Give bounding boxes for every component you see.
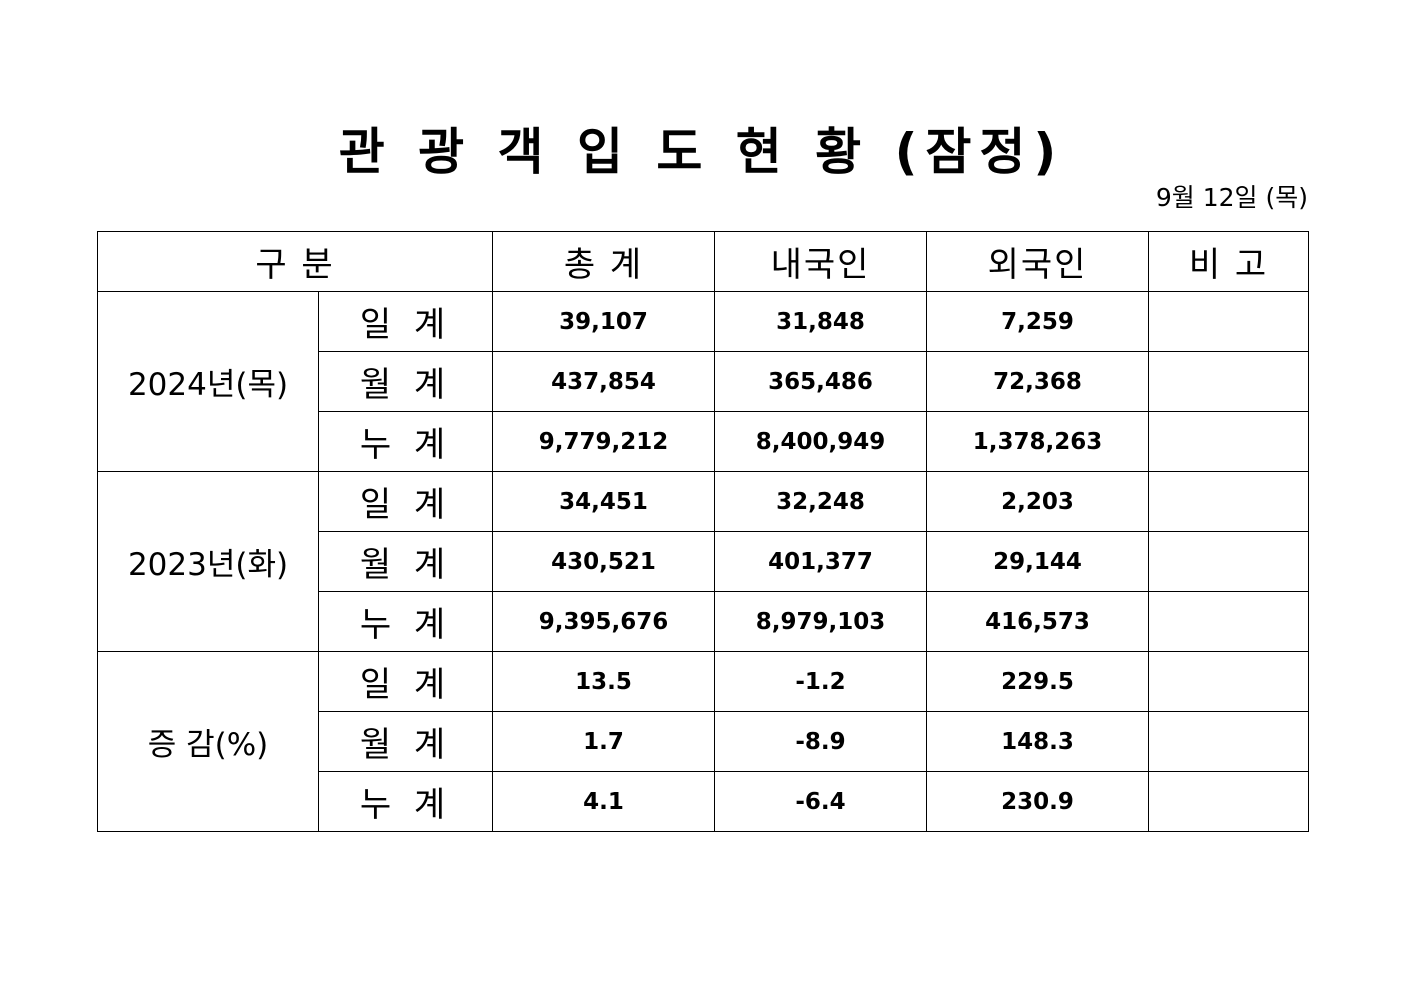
value-cell: 29,144	[926, 531, 1149, 592]
value-cell: 2,203	[926, 471, 1149, 532]
value-cell: 4.1	[492, 771, 715, 832]
data-row: 누 계 9,779,212 8,400,949 1,378,263	[98, 411, 1309, 472]
value-cell: 430,521	[492, 531, 715, 592]
value-cell: 229.5	[926, 651, 1149, 712]
value-cell: 230.9	[926, 771, 1149, 832]
note-cell	[1148, 711, 1309, 772]
value-cell: 148.3	[926, 711, 1149, 772]
note-cell	[1148, 591, 1309, 652]
date: 9월 12일 (목)	[1155, 183, 1308, 212]
value-cell: 1,378,263	[926, 411, 1149, 472]
header-cell: 총 계	[492, 231, 715, 292]
value-cell: -8.9	[714, 711, 927, 772]
value-cell: 365,486	[714, 351, 927, 412]
row-label: 일 계	[318, 471, 493, 532]
value-cell: 416,573	[926, 591, 1149, 652]
row-label: 월 계	[318, 351, 493, 412]
value-cell: 39,107	[492, 291, 715, 352]
value-cell: -1.2	[714, 651, 927, 712]
note-cell	[1148, 291, 1309, 352]
group-label: 2023년(화)	[97, 471, 319, 652]
value-cell: 8,400,949	[714, 411, 927, 472]
value-cell: 13.5	[492, 651, 715, 712]
value-cell: 31,848	[714, 291, 927, 352]
row-label: 월 계	[318, 531, 493, 592]
note-cell	[1148, 651, 1309, 712]
note-cell	[1148, 351, 1309, 412]
value-cell: -6.4	[714, 771, 927, 832]
data-row: 2023년(화) 일 계 34,451 32,248 2,203	[97, 471, 1309, 652]
value-cell: 7,259	[926, 291, 1149, 352]
data-row: 누 계 4.1 -6.4 230.9	[98, 771, 1309, 832]
value-cell: 9,779,212	[492, 411, 715, 472]
data-row: 월 계 430,521 401,377 29,144	[98, 531, 1309, 592]
row-label: 월 계	[318, 711, 493, 772]
value-cell: 401,377	[714, 531, 927, 592]
data-row: 월 계 1.7 -8.9 148.3	[98, 711, 1309, 772]
header-cell: 비 고	[1148, 231, 1309, 292]
value-cell: 9,395,676	[492, 591, 715, 652]
value-cell: 1.7	[492, 711, 715, 772]
header-cell: 내국인	[714, 231, 927, 292]
value-cell: 34,451	[492, 471, 715, 532]
row-label: 일 계	[318, 291, 493, 352]
header-cell: 구 분	[97, 231, 493, 292]
value-cell: 437,854	[492, 351, 715, 412]
row-label: 일 계	[318, 651, 493, 712]
value-cell: 32,248	[714, 471, 927, 532]
data-row: 2024년(목) 일 계 39,107 31,848 7,259	[97, 291, 1309, 472]
data-row: 증 감(%) 일 계 13.5 -1.2 229.5	[97, 651, 1309, 832]
row-label: 누 계	[318, 771, 493, 832]
note-cell	[1148, 771, 1309, 832]
note-cell	[1148, 471, 1309, 532]
header-cell: 외국인	[926, 231, 1149, 292]
title: 관 광 객 입 도 현 황 (잠정)	[338, 123, 1065, 181]
value-cell: 72,368	[926, 351, 1149, 412]
row-label: 누 계	[318, 591, 493, 652]
group-label: 증 감(%)	[97, 651, 319, 832]
data-row: 누 계 9,395,676 8,979,103 416,573	[98, 591, 1309, 652]
value-cell: 8,979,103	[714, 591, 927, 652]
note-cell	[1148, 531, 1309, 592]
group-label: 2024년(목)	[97, 291, 319, 472]
row-label: 누 계	[318, 411, 493, 472]
note-cell	[1148, 411, 1309, 472]
